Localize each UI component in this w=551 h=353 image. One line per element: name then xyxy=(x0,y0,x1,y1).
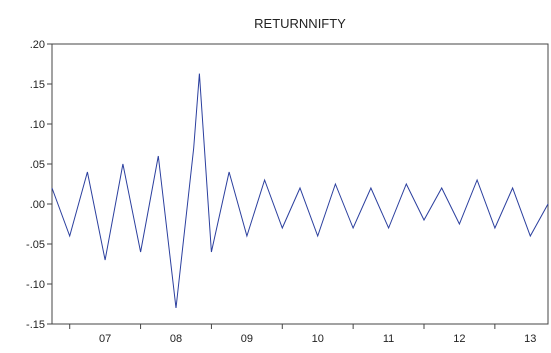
series-layer xyxy=(51,73,549,309)
y-tick-label: .00 xyxy=(30,199,45,211)
y-tick-label: .15 xyxy=(30,79,45,91)
y-tick-label: -.15 xyxy=(26,319,45,331)
y-tick-label: -.10 xyxy=(26,279,45,291)
y-axis: .20 .15 .10 .05 .00 -.05 -.10 -.15 xyxy=(26,39,52,331)
x-tick-label: 08 xyxy=(170,333,182,345)
x-tick-label: 07 xyxy=(99,333,111,345)
x-tick-label: 12 xyxy=(453,333,465,345)
y-tick-label: .20 xyxy=(30,39,45,51)
returnnifty-series-line xyxy=(51,73,549,309)
y-tick-label: -.05 xyxy=(26,239,45,251)
x-tick-label: 09 xyxy=(241,333,253,345)
x-tick-label: 13 xyxy=(524,333,536,345)
x-tick-label: 10 xyxy=(312,333,324,345)
chart-title: RETURNNIFTY xyxy=(254,16,346,31)
y-tick-label: .05 xyxy=(30,159,45,171)
plot-frame xyxy=(51,43,549,325)
x-axis: 07 08 09 10 11 12 13 xyxy=(69,324,536,345)
x-tick-label: 11 xyxy=(383,333,394,345)
y-tick-label: .10 xyxy=(30,119,45,131)
